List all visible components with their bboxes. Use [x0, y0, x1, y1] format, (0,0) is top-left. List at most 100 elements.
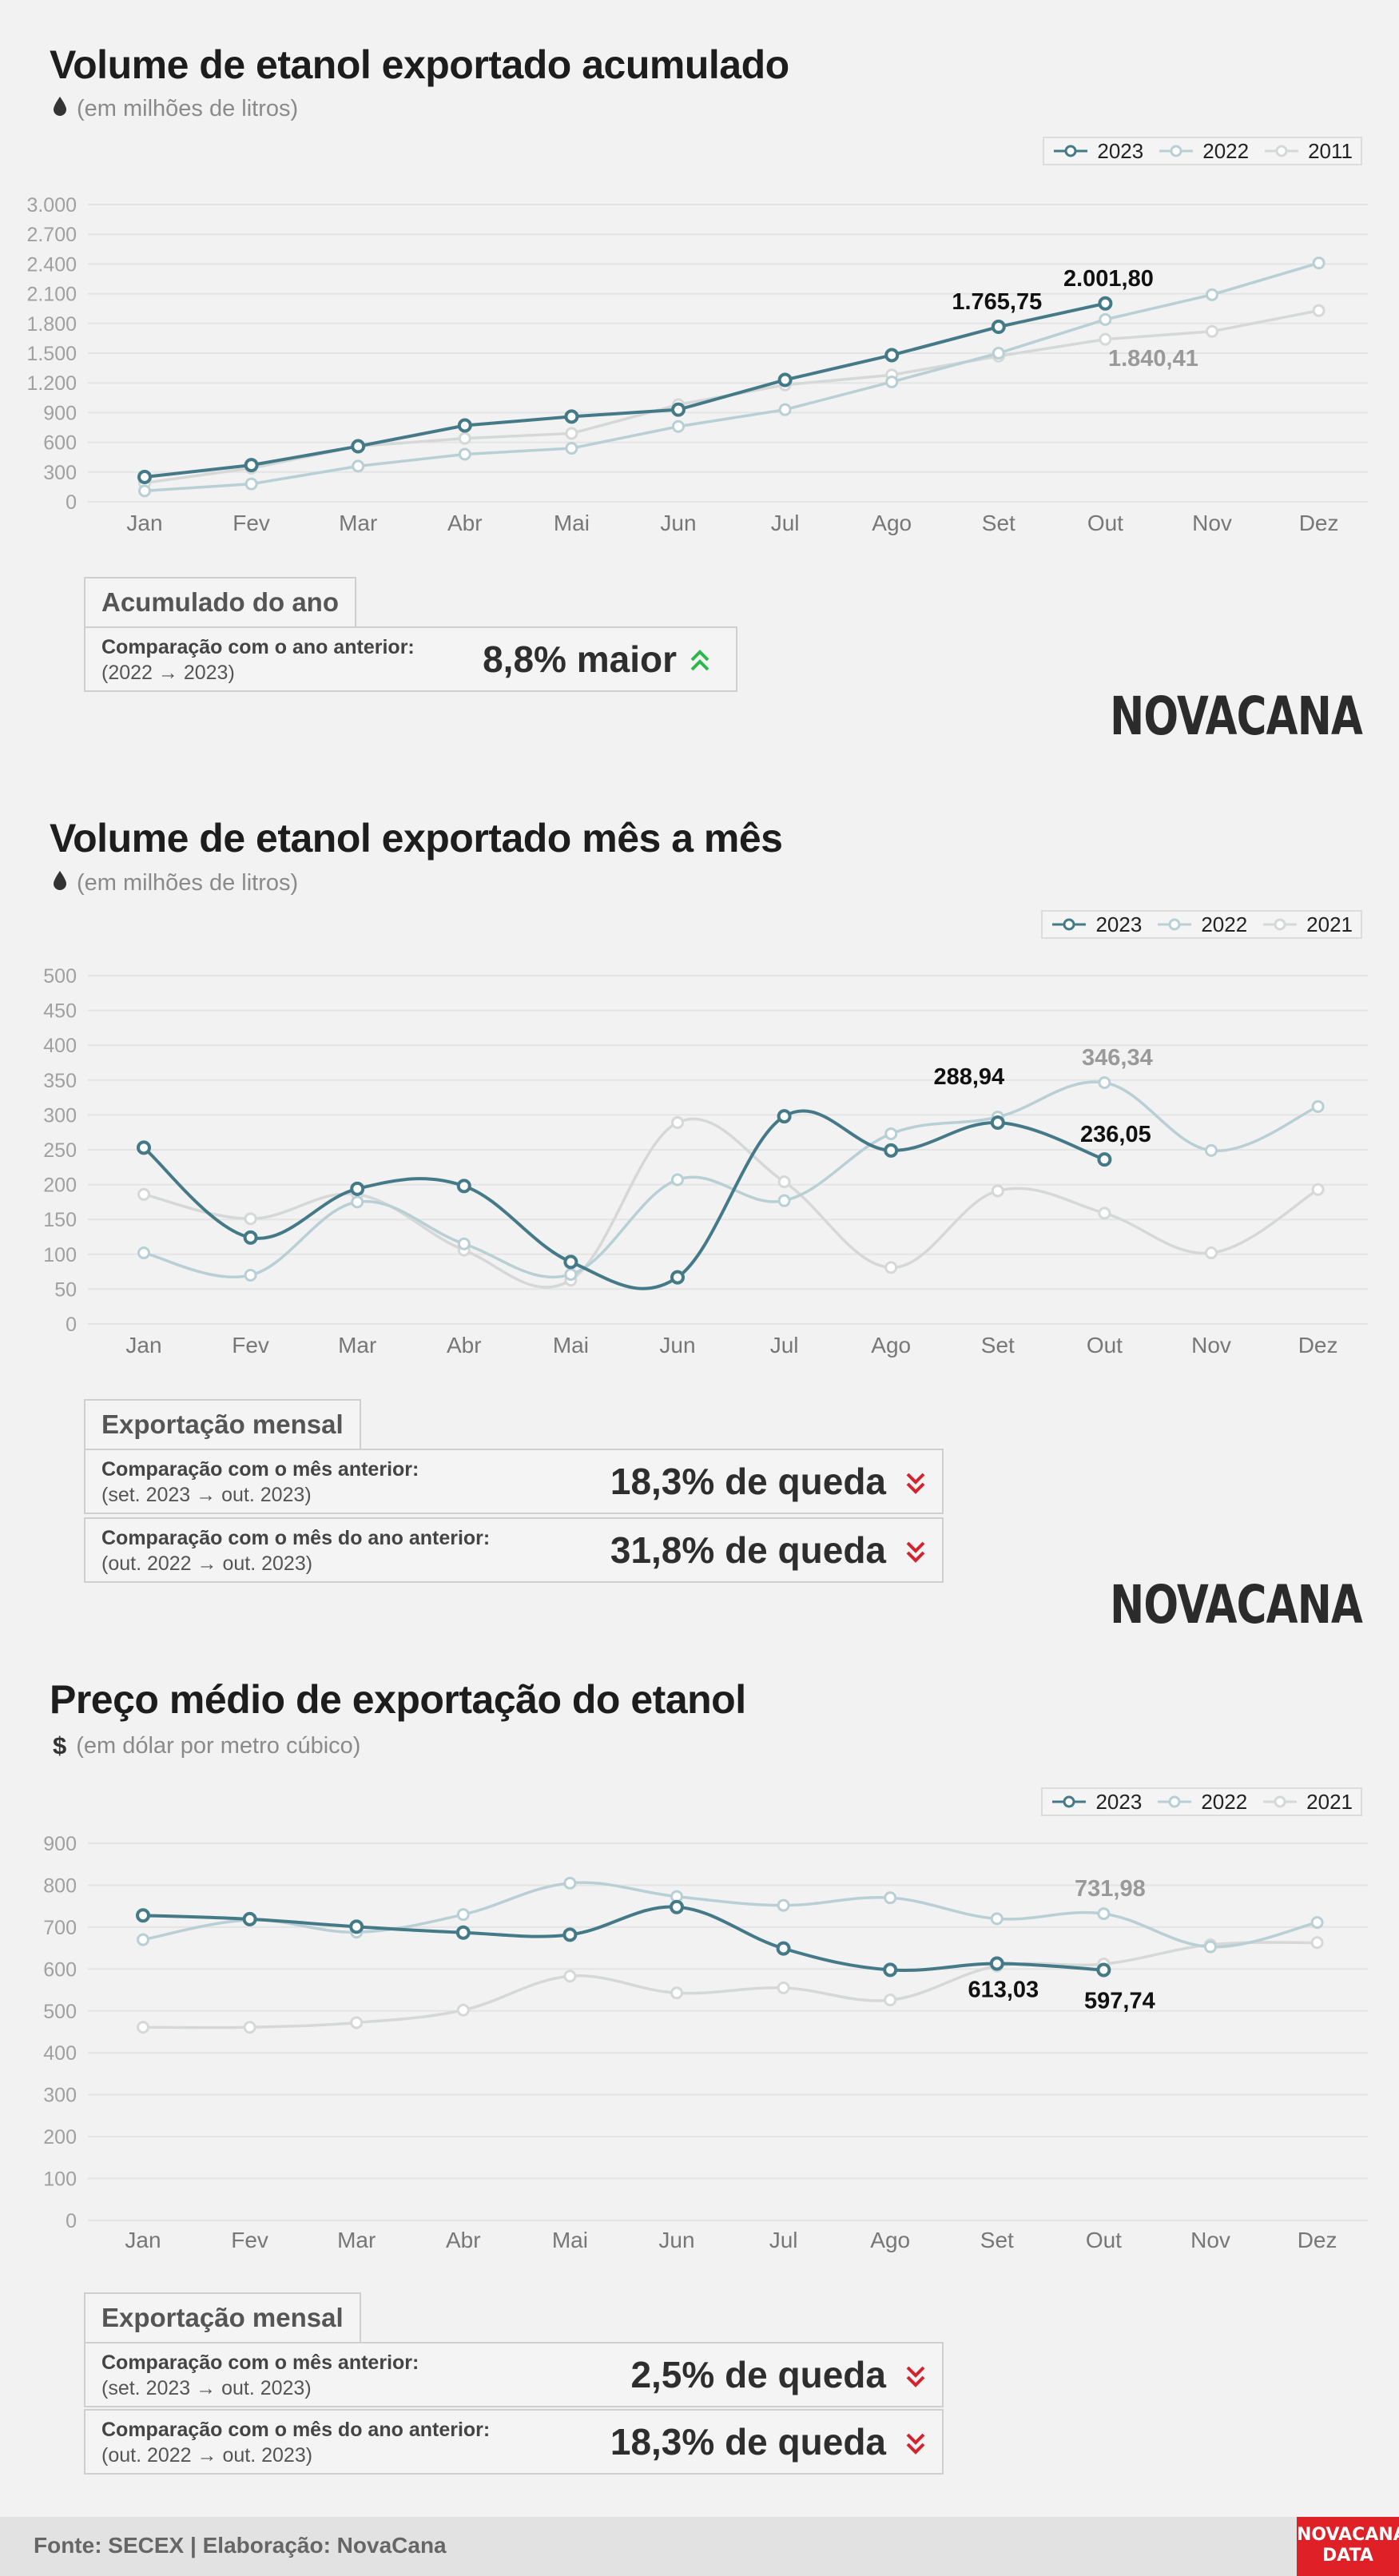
data-point-2021: [564, 1274, 578, 1287]
data-point-2023: [670, 1899, 684, 1914]
data-point-2022: [671, 1173, 684, 1187]
data-point-2021: [244, 1212, 257, 1226]
series-line-2023: [142, 1905, 1104, 1972]
chart-1-legend[interactable]: 2023 2022 2011: [1043, 137, 1362, 165]
chart-3-comparison-row-2: Comparação com o mês do ano anterior: (o…: [84, 2409, 944, 2475]
chart-3-legend[interactable]: 2023 2022 2021: [1041, 1787, 1362, 1816]
legend-label: 2022: [1201, 912, 1248, 936]
data-point-2022: [1099, 312, 1112, 326]
data-point-2021: [1204, 1938, 1217, 1951]
x-tick-label: Set: [980, 2228, 1014, 2252]
chart-2-marks: 0 50 100 150 200 250 300 350 400 450 500 Jan Fev Mar A…: [43, 965, 1368, 1358]
x-tick-label: Out: [1087, 511, 1123, 535]
series-line-2023: [144, 301, 1106, 479]
legend-marker-icon: [1156, 917, 1193, 932]
series-line-2022: [144, 261, 1320, 493]
legend-marker-icon: [1262, 1795, 1298, 1809]
chart-1-unit: (em milhões de litros): [77, 96, 299, 121]
y-tick-label: 100: [43, 2169, 77, 2191]
data-point-2011: [778, 378, 792, 392]
y-tick-label: 600: [43, 1958, 77, 1981]
data-point-2022: [137, 1933, 149, 1946]
x-tick-label: Ago: [870, 2228, 910, 2252]
y-tick-label: 3.000: [26, 194, 77, 217]
data-point-2021: [350, 2016, 364, 2029]
data-point-2022: [1098, 1075, 1111, 1089]
legend-item-2022[interactable]: 2022: [1156, 912, 1247, 937]
y-tick-label: 200: [43, 1175, 77, 1197]
comparison-period: (out. 2022 → out. 2023): [101, 1552, 313, 1575]
data-point-2023: [457, 418, 472, 433]
data-point-2023: [989, 1956, 1004, 1971]
data-point-2021: [457, 1243, 471, 1257]
dollar-icon: $: [53, 1731, 67, 1759]
x-tick-label: Dez: [1298, 1333, 1338, 1358]
data-point-2023: [242, 1911, 257, 1926]
y-tick-label: 300: [43, 462, 77, 484]
data-point-2023: [884, 1143, 899, 1158]
x-tick-label: Mar: [338, 1333, 376, 1358]
data-point-2023: [777, 1109, 792, 1124]
y-tick-label: 200: [43, 2126, 77, 2149]
chart-3-subtitle: $ (em dólar por metro cúbico): [53, 1731, 360, 1760]
data-point-2022: [350, 1926, 364, 1939]
data-point-2022: [884, 1127, 898, 1140]
footer: Fonte: SECEX | Elaboração: NovaCana NOVA…: [0, 2517, 1399, 2576]
legend-item-2022[interactable]: 2022: [1156, 1790, 1247, 1815]
x-tick-label: Mai: [552, 2228, 588, 2252]
x-tick-label: Nov: [1191, 1333, 1231, 1358]
x-tick-label: Jan: [125, 1333, 161, 1358]
legend-item-2021[interactable]: 2021: [1262, 912, 1353, 937]
comparison-label: Comparação com o mês do ano anterior:: [101, 2419, 491, 2441]
x-tick-label: Out: [1086, 2228, 1122, 2252]
data-point-2022: [457, 1237, 471, 1250]
data-point-2022: [990, 1912, 1004, 1926]
drop-icon: [53, 870, 67, 896]
chart-2-legend[interactable]: 2023 2022 2021: [1041, 910, 1362, 939]
y-tick-label: 0: [66, 2210, 77, 2232]
data-point-2023: [136, 1908, 150, 1923]
y-tick-label: 2.100: [26, 284, 77, 306]
data-label: 1.840,41: [1108, 346, 1198, 372]
x-tick-label: Jan: [125, 2228, 161, 2252]
chart-1-title: Volume de etanol exportado acumulado: [50, 42, 789, 87]
data-point-2023: [456, 1179, 471, 1194]
data-point-2023: [349, 1919, 364, 1934]
comparison-label: Comparação com o mês do ano anterior:: [101, 1527, 491, 1549]
data-point-2023: [671, 402, 686, 417]
legend-item-2023[interactable]: 2023: [1052, 139, 1143, 164]
legend-item-2022[interactable]: 2022: [1158, 139, 1249, 164]
legend-item-2021[interactable]: 2021: [1262, 1790, 1353, 1815]
legend-item-2011[interactable]: 2011: [1263, 139, 1353, 164]
data-label: 346,34: [1082, 1045, 1153, 1071]
data-point-2022: [778, 403, 792, 416]
chart-2-comparison-row-1: Comparação com o mês anterior: (set. 202…: [84, 1449, 944, 1514]
x-tick-label: Jun: [659, 1333, 695, 1358]
data-point-2021: [991, 1184, 1004, 1198]
data-point-2023: [244, 458, 259, 473]
chart-1-box-tab: Acumulado do ano: [84, 577, 356, 626]
data-point-2021: [137, 2021, 149, 2034]
data-point-2022: [456, 1908, 470, 1922]
y-tick-label: 2.700: [26, 224, 77, 246]
data-point-2023: [670, 1270, 685, 1285]
data-point-2011: [672, 398, 685, 411]
badge-line-1: NOVACANA: [1297, 2525, 1399, 2545]
legend-label: 2022: [1201, 1789, 1248, 1814]
x-tick-label: Abr: [447, 511, 483, 535]
data-point-2022: [352, 459, 365, 473]
data-point-2022: [138, 484, 151, 498]
x-tick-label: Mar: [337, 2228, 376, 2252]
x-tick-label: Mar: [339, 511, 377, 535]
legend-item-2023[interactable]: 2023: [1051, 912, 1142, 937]
legend-item-2023[interactable]: 2023: [1051, 1790, 1142, 1815]
chart-1-comparison-row: Comparação com o ano anterior: (2022 → 2…: [84, 626, 737, 692]
comparison-value: 18,3% de queda: [610, 1461, 886, 1502]
legend-label: 2011: [1308, 138, 1353, 163]
x-tick-label: Jun: [660, 511, 696, 535]
novacana-data-logo: NOVACANA DATA: [1297, 2517, 1399, 2576]
data-point-2011: [1312, 304, 1325, 317]
y-tick-label: 800: [43, 1874, 77, 1897]
data-point-2022: [244, 1268, 257, 1282]
y-tick-label: 700: [43, 1917, 77, 1939]
